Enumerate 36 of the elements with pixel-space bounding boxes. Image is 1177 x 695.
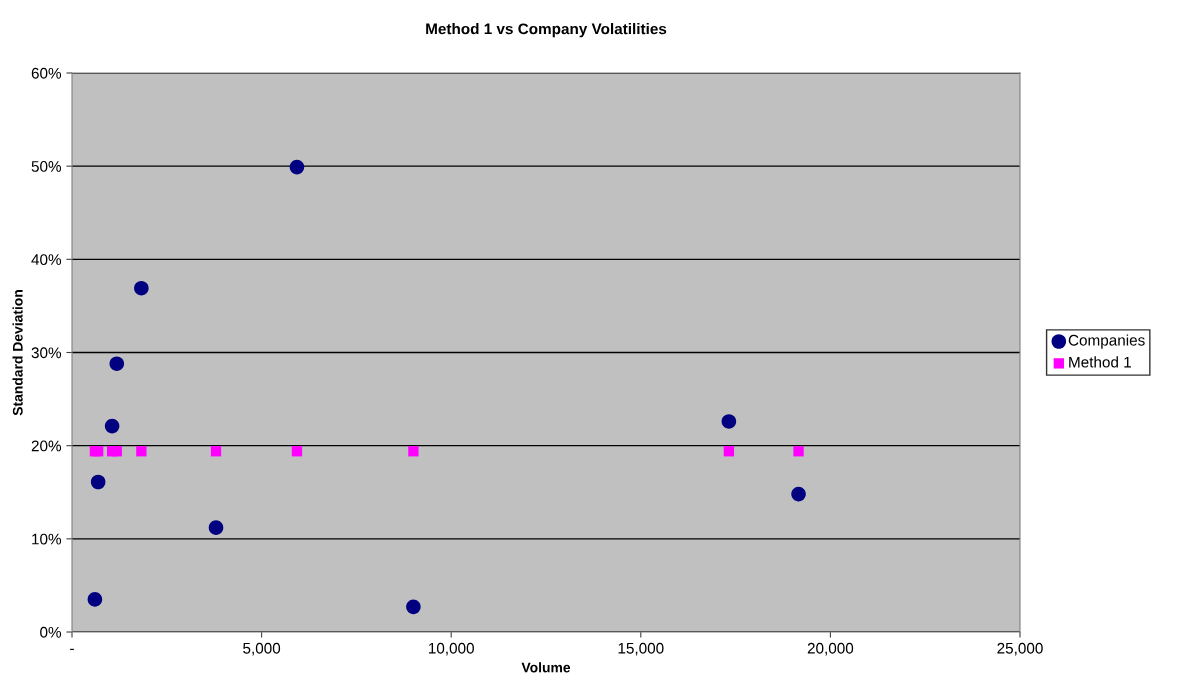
x-axis-title: Volume [521, 662, 571, 673]
y-axis-title: Standard Deviation [12, 290, 23, 416]
point [93, 446, 104, 457]
x-tick-label: 25,000 [997, 642, 1043, 656]
point [208, 520, 224, 535]
point [406, 599, 421, 615]
point [111, 446, 122, 457]
x-tick-label: - [70, 648, 74, 651]
y-tick-label: 40% [31, 254, 62, 266]
point [723, 446, 735, 457]
y-tick-label: 30% [31, 347, 62, 359]
point [791, 486, 806, 502]
point [793, 446, 804, 457]
point [210, 446, 222, 457]
point [721, 414, 737, 429]
x-tick-label: 10,000 [429, 642, 474, 656]
y-tick-label: 0% [40, 626, 62, 638]
legend-label: Companies [1068, 334, 1145, 349]
point [90, 474, 106, 490]
point [291, 446, 303, 457]
legend-label: Method 1 [1069, 356, 1131, 368]
y-tick-label: 60% [31, 67, 62, 79]
point [109, 356, 125, 371]
y-tick-label: 10% [32, 533, 62, 545]
x-tick-label: 20,000 [807, 642, 854, 656]
y-tick-label: 20% [31, 440, 62, 452]
y-tick-label: 50% [31, 161, 62, 172]
point [408, 446, 419, 457]
x-tick-label: 5,000 [243, 642, 281, 656]
chart-title: Method 1 vs Company Volatilities [426, 23, 667, 38]
point [134, 280, 149, 296]
point [289, 159, 305, 175]
x-tick-label: 15,000 [618, 642, 664, 656]
point [87, 592, 103, 607]
point [136, 446, 147, 457]
point [104, 418, 120, 434]
